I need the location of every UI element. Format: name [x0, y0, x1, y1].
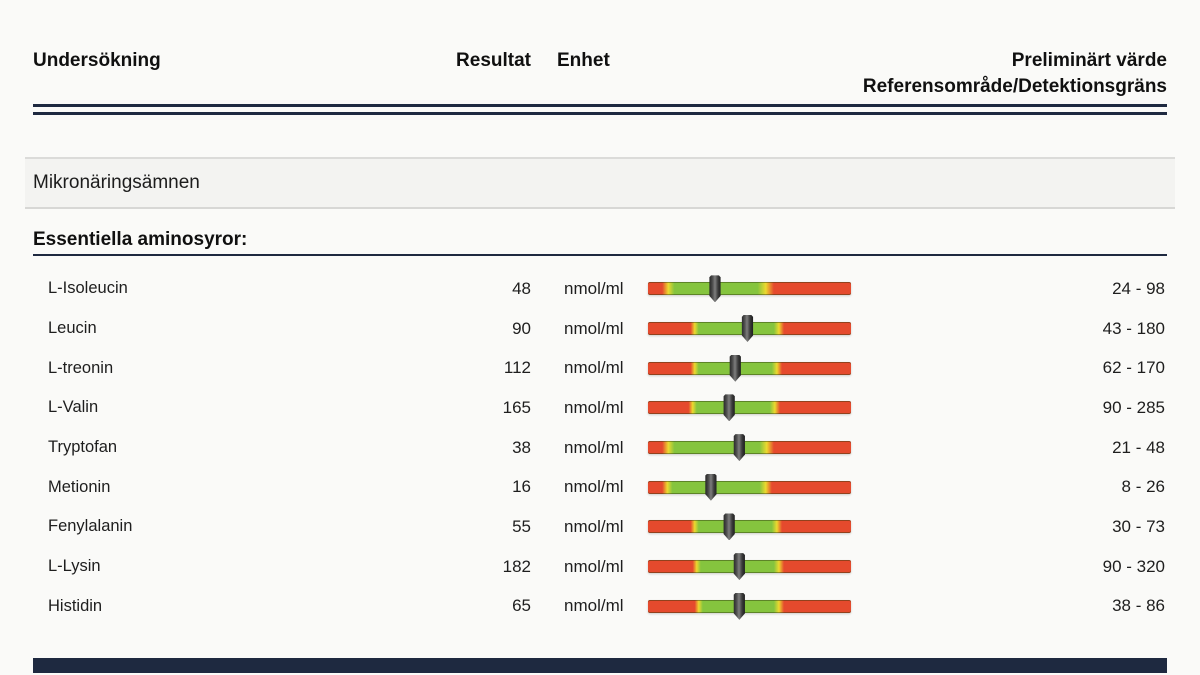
- result-marker-icon: [733, 592, 745, 620]
- reference-range-gauge: [648, 434, 851, 462]
- table-row: L-Valin 165 nmol/ml 90 - 285: [33, 388, 1167, 428]
- result-value: 55: [512, 516, 531, 536]
- result-value: 182: [502, 556, 531, 576]
- analyte-name: Fenylalanin: [48, 517, 133, 536]
- result-value: 48: [512, 278, 531, 298]
- table-row: L-Isoleucin 48 nmol/ml 24 - 98: [33, 269, 1167, 309]
- table-row: L-treonin 112 nmol/ml 62 - 170: [33, 348, 1167, 388]
- result-marker-icon: [709, 275, 721, 303]
- unit-label: nmol/ml: [564, 278, 624, 298]
- analyte-name: Tryptofan: [48, 438, 118, 457]
- section-band: Mikronäringsämnen: [25, 157, 1175, 209]
- gauge-cell: [648, 309, 851, 349]
- result-value: 90: [512, 318, 531, 338]
- bottom-divider: [33, 658, 1167, 673]
- gauge-cell: [648, 507, 851, 547]
- section-title: Mikronäringsämnen: [33, 172, 200, 193]
- reference-range-gauge: [648, 553, 851, 581]
- result-value: 38: [512, 437, 531, 457]
- gauge-cell: [648, 388, 851, 428]
- gauge-cell: [648, 428, 851, 468]
- analyte-name: Leucin: [48, 319, 97, 338]
- reference-range-gauge: [648, 275, 851, 303]
- result-marker-icon: [723, 394, 735, 422]
- column-header-reference: Preliminärt värde Referensområde/Detekti…: [648, 48, 1167, 100]
- unit-label: nmol/ml: [564, 397, 624, 417]
- column-header-resultat: Resultat: [456, 50, 531, 71]
- analyte-name: L-Valin: [48, 398, 99, 417]
- table-row: Fenylalanin 55 nmol/ml 30 - 73: [33, 507, 1167, 547]
- unit-label: nmol/ml: [564, 318, 624, 338]
- analyte-name: L-Lysin: [48, 557, 101, 576]
- column-header-enhet: Enhet: [557, 50, 610, 71]
- result-marker-icon: [741, 315, 754, 343]
- reference-range-gauge: [648, 354, 851, 382]
- unit-label: nmol/ml: [564, 477, 624, 497]
- table-row: Tryptofan 38 nmol/ml 21 - 48: [33, 428, 1167, 468]
- column-header-undersokning: Undersökning: [33, 50, 161, 71]
- analyte-name: L-treonin: [48, 358, 114, 377]
- reference-range: 21 - 48: [1112, 437, 1165, 457]
- reference-range-gauge: [648, 513, 851, 541]
- unit-label: nmol/ml: [564, 556, 624, 576]
- header-divider: [33, 104, 1167, 115]
- result-marker-icon: [733, 434, 745, 462]
- reference-range-gauge: [648, 394, 851, 422]
- analyte-name: L-Isoleucin: [48, 279, 128, 298]
- table-row: Leucin 90 nmol/ml 43 - 180: [33, 309, 1167, 349]
- result-marker-icon: [733, 553, 745, 581]
- result-value: 112: [503, 358, 531, 378]
- result-value: 165: [502, 397, 531, 417]
- column-header-preliminart-varde: Preliminärt värde: [1011, 50, 1167, 71]
- gauge-cell: [648, 269, 851, 309]
- reference-range-gauge: [648, 592, 851, 620]
- table-row: L-Lysin 182 nmol/ml 90 - 320: [33, 547, 1167, 587]
- unit-label: nmol/ml: [564, 437, 624, 457]
- reference-range: 90 - 285: [1102, 397, 1165, 417]
- unit-label: nmol/ml: [564, 516, 624, 536]
- reference-range: 62 - 170: [1102, 358, 1165, 378]
- table-row: Histidin 65 nmol/ml 38 - 86: [33, 587, 1167, 627]
- gauge-cell: [648, 467, 851, 507]
- gauge-cell: [648, 587, 851, 627]
- result-value: 16: [512, 477, 531, 497]
- group-divider: [33, 254, 1167, 256]
- unit-label: nmol/ml: [564, 596, 624, 616]
- reference-range-gauge: [648, 315, 851, 343]
- result-marker-icon: [723, 513, 735, 541]
- table-row: Metionin 16 nmol/ml 8 - 26: [33, 467, 1167, 507]
- unit-label: nmol/ml: [564, 358, 624, 378]
- analyte-name: Histidin: [48, 596, 103, 615]
- result-value: 65: [512, 596, 531, 616]
- gauge-cell: [648, 348, 851, 388]
- result-marker-icon: [729, 354, 741, 382]
- table-header: Undersökning Resultat Enhet Preliminärt …: [33, 48, 1167, 100]
- group-heading: Essentiella aminosyror:: [33, 229, 248, 250]
- reference-range: 43 - 180: [1102, 318, 1165, 338]
- reference-range: 24 - 98: [1112, 278, 1165, 298]
- column-header-referensomrade: Referensområde/Detektionsgräns: [862, 76, 1167, 97]
- reference-range: 8 - 26: [1121, 477, 1165, 497]
- gauge-cell: [648, 547, 851, 587]
- results-table: L-Isoleucin 48 nmol/ml 24 - 98 Leucin 90 nmol/…: [33, 269, 1167, 626]
- reference-range: 38 - 86: [1112, 596, 1165, 616]
- reference-range: 30 - 73: [1112, 516, 1165, 536]
- reference-range-gauge: [648, 473, 851, 501]
- reference-range: 90 - 320: [1102, 556, 1165, 576]
- result-marker-icon: [705, 473, 717, 501]
- analyte-name: Metionin: [48, 477, 111, 496]
